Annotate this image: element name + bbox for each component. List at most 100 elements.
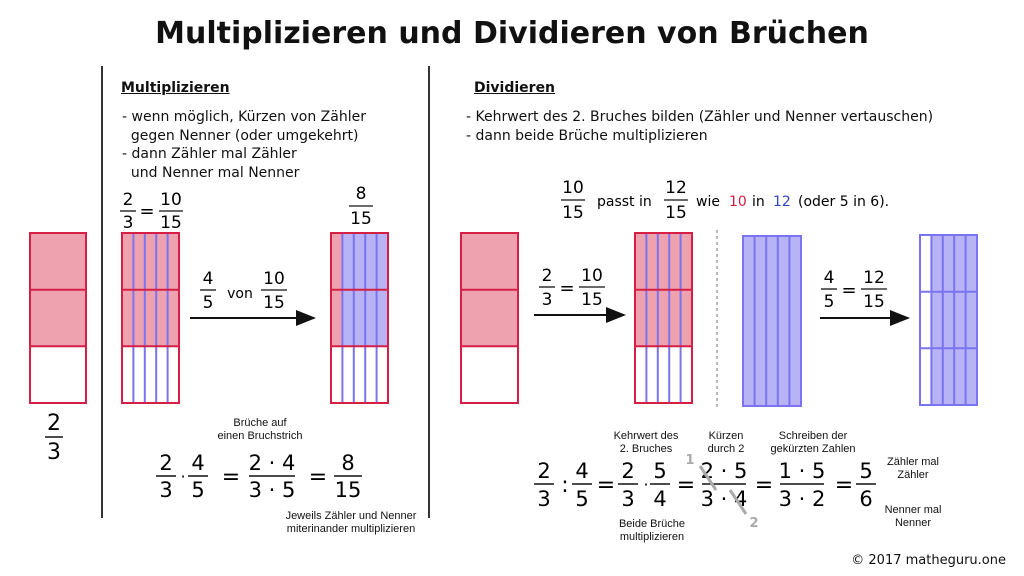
kuerzen-2: 2 [749, 516, 758, 531]
diagram-text: = [139, 201, 154, 222]
diagram-text: = [755, 473, 773, 498]
bar-segment [634, 232, 693, 404]
diagram-text: 15 [562, 203, 584, 223]
rules-dividieren: - Kehrwert des 2. Bruches bilden (Zähler… [466, 109, 934, 144]
diagram-text: 8 [341, 451, 354, 475]
diagram-text: 1 · 5 [779, 459, 826, 483]
diagram-text: (oder 5 in 6). [798, 194, 889, 210]
label-kehrwert: Kehrwert des 2. Bruches [613, 430, 679, 455]
diagram-text: = [835, 473, 853, 498]
diagram-text: 15 [160, 213, 182, 233]
bar-segment [919, 234, 978, 406]
diagram-text: 10 [263, 269, 285, 289]
diagram-text: 3 · 5 [249, 478, 296, 502]
rules-multiplizieren: - wenn möglich, Kürzen von Zähler gegen … [122, 109, 366, 181]
bar-segment [743, 236, 801, 406]
diagram-text: 5 [653, 459, 666, 483]
diagram-text: 3 [537, 487, 550, 511]
diagram-text: 2 · 4 [249, 451, 296, 475]
eq-four-fifths-twelve: 4 5 = 12 15 [821, 268, 887, 312]
diagram-text: 4 [824, 268, 835, 288]
bar-two-thirds [29, 232, 87, 404]
diagram-text: 2 [123, 190, 134, 210]
diagram-text: 5 [203, 293, 214, 313]
diagram-text: = [222, 465, 240, 490]
diagram-text: = [841, 280, 856, 301]
diagram-text: 4 [575, 459, 588, 483]
diagram-text: von [227, 286, 253, 302]
diagram-text: 5 [859, 459, 872, 483]
bar-segment [330, 232, 389, 404]
diagram-text: 4 [203, 269, 214, 289]
bar-result-twelve-fifteenths [919, 234, 978, 406]
bar-ten-fifteenths [121, 232, 180, 404]
diagram-text: 3 · 2 [779, 487, 826, 511]
diagram-text: 5 [575, 487, 588, 511]
diagram-text: 2 [537, 459, 550, 483]
heading-multiplizieren: Multiplizieren [121, 80, 230, 96]
diagram-text: wie [696, 194, 720, 210]
divider-left [101, 66, 103, 518]
kuerzen-1: 1 [685, 453, 694, 468]
label-kuerzen: Kürzen durch 2 [707, 430, 745, 455]
bar-segment [742, 235, 802, 407]
diagram-text: 3 [123, 213, 134, 233]
note-bruchstrich: Brüche auf einen Bruchstrich [217, 417, 303, 442]
divider-middle [428, 66, 430, 518]
diagram-text: 3 [159, 478, 172, 502]
result-eight-fifteenths: 8 15 [349, 184, 373, 229]
diagram-text: 10 [160, 190, 182, 210]
diagram-text: passt in [597, 194, 652, 210]
label-nenner: Nenner mal Nenner [884, 504, 942, 529]
bar-dividend-ten-fifteenths [634, 232, 693, 404]
diagram-text: 12 [863, 268, 885, 288]
diagram-text: = [559, 278, 574, 299]
diagram-text: 6 [859, 487, 872, 511]
bar-segment [121, 232, 180, 404]
diagram-text: · [643, 475, 648, 494]
diagram-text: 15 [263, 293, 285, 313]
diagram-text: 15 [665, 203, 687, 223]
diagram-text: 15 [863, 292, 885, 312]
formula-dividieren: 2 3 : 4 5 = 2 3 · 5 4 = 2 · 5 3 · 4 1 2 … [534, 453, 876, 531]
diagram-line [728, 489, 748, 515]
diagram-text: 8 [356, 184, 367, 204]
frac-left-den: 3 [47, 440, 61, 465]
diagram-text: 15 [335, 478, 362, 502]
label-zaehler: Zähler mal Zähler [887, 456, 939, 481]
diagram-text: 4 [653, 487, 666, 511]
diagram-text: 2 [159, 451, 172, 475]
diagram-text: in [752, 194, 765, 210]
formula-multiplizieren: 2 3 · 4 5 = 2 · 4 3 · 5 = 8 15 [156, 451, 362, 502]
diagram-text: 2 [542, 266, 553, 286]
diagram-text: 10 [562, 178, 584, 198]
label-beide: Beide Brüche multiplizieren [618, 518, 686, 543]
diagram-text: 2 [621, 459, 634, 483]
heading-dividieren: Dividieren [474, 80, 556, 96]
frac-left-num: 2 [47, 411, 61, 436]
diagram-text: = [309, 465, 327, 490]
passt-in-line: 10 15 passt in 12 15 wie 10 in 12 (oder … [561, 178, 889, 223]
label-schreiben: Schreiben der gekürzten Zahlen [770, 430, 856, 455]
copyright: © 2017 matheguru.one [851, 553, 1006, 568]
diagram-text: 10 [729, 194, 747, 210]
bar-divisor-twelve-fifteenths [742, 235, 802, 407]
diagram-line [698, 465, 718, 491]
diagram-text: = [677, 473, 695, 498]
diagram-text: 3 [542, 290, 553, 310]
bar-segment [460, 232, 519, 404]
diagram-text: = [597, 473, 615, 498]
diagram-text: 15 [581, 290, 603, 310]
page-title: Multiplizieren und Dividieren von Brüche… [155, 16, 869, 51]
note-multiplizieren: Jeweils Zähler und Nenner miterinander m… [285, 510, 417, 535]
diagram-text: · [180, 467, 185, 486]
bar-dividend-two-thirds [460, 232, 519, 404]
diagram-text: 5 [824, 292, 835, 312]
eq-mid-two-thirds: 2 3 = 10 15 [539, 266, 605, 310]
eq-two-thirds-ten-fifteenths: 2 3 = 10 15 [120, 190, 183, 233]
bar-segment [29, 232, 87, 404]
expr-four-fifths-von: 4 5 von 10 15 [200, 269, 287, 313]
diagram-text: 12 [773, 194, 791, 210]
diagram-text: 5 [191, 478, 204, 502]
